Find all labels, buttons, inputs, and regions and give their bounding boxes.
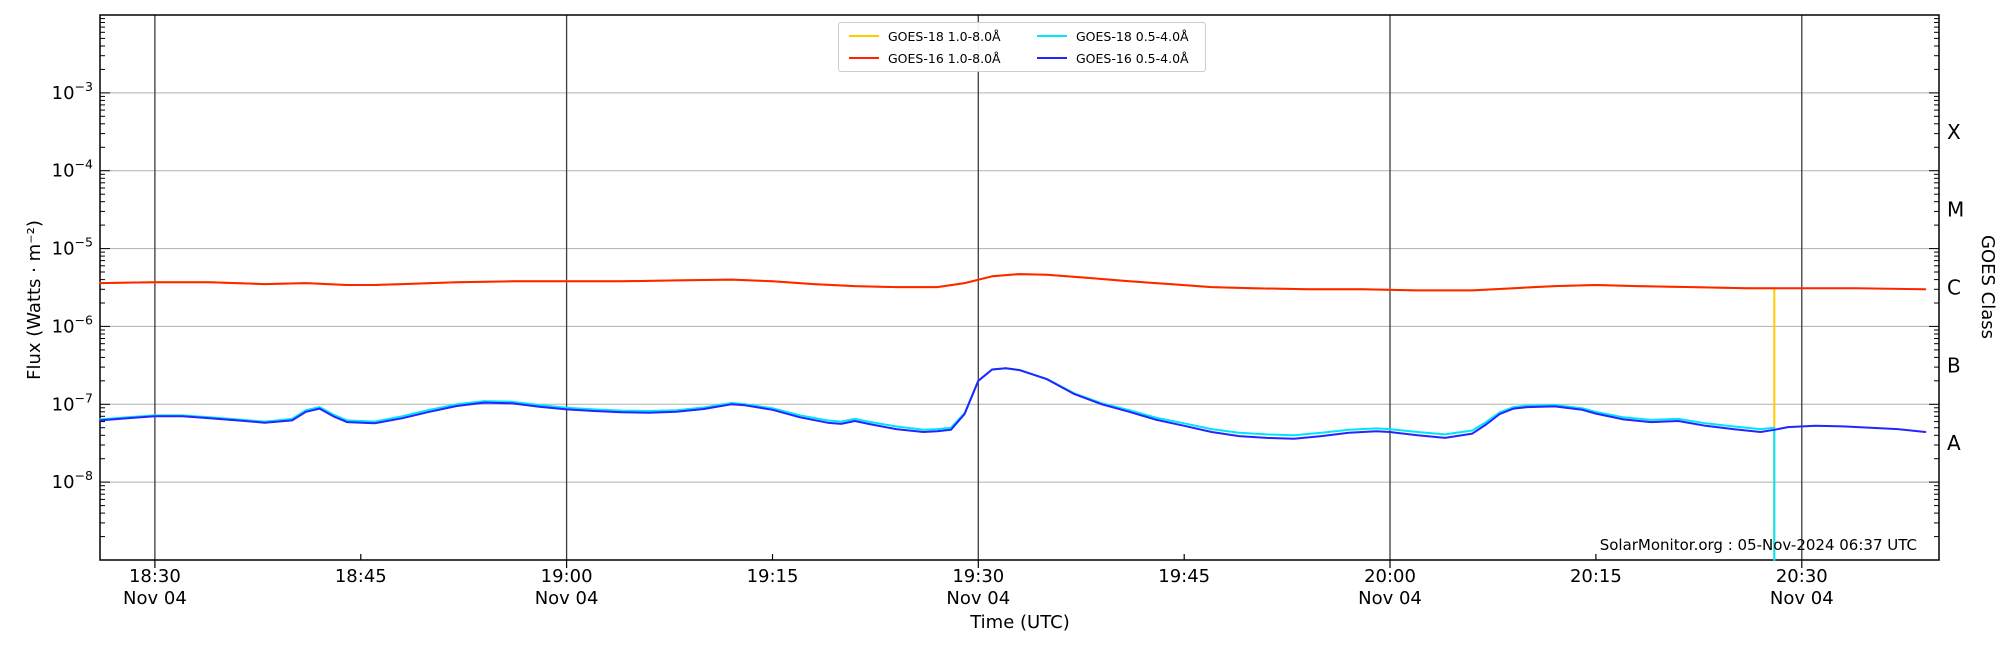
goes-class-label: B	[1947, 353, 1961, 377]
x-tick-label: 19:45	[1158, 566, 1210, 587]
x-tick-label: 20:15	[1570, 566, 1622, 587]
series-line-goes-16-0-5-4-0	[99, 367, 1927, 440]
x-tick-marks	[154, 554, 1803, 568]
goes-class-label: C	[1947, 276, 1961, 300]
x-tick-date-label: Nov 04	[535, 588, 599, 609]
legend-item: GOES-16 1.0-8.0Å	[849, 51, 1007, 66]
x-tick-label: 20:00	[1364, 566, 1416, 587]
legend-label: GOES-18 1.0-8.0Å	[888, 28, 1001, 44]
series-line-goes-18-0-5-4-0	[99, 367, 1776, 561]
goes-class-labels: X M C B A	[1947, 120, 1964, 455]
legend: GOES-18 1.0-8.0Å GOES-16 1.0-8.0Å GOES-18 …	[838, 22, 1206, 72]
x-tick-label: 18:30	[129, 566, 181, 587]
legend-line-swatch	[849, 35, 879, 37]
series-line-goes-18-1-0-8-0	[99, 273, 1776, 561]
legend-line-swatch	[849, 57, 879, 59]
x-tick-label: 19:30	[952, 566, 1004, 587]
x-tick-date-label: Nov 04	[1358, 588, 1422, 609]
right-axis-title: GOES Class	[1977, 235, 1998, 339]
legend-item: GOES-16 0.5-4.0Å	[1037, 51, 1195, 66]
legend-label: GOES-18 0.5-4.0Å	[1076, 28, 1189, 44]
legend-label: GOES-16 1.0-8.0Å	[888, 50, 1001, 66]
x-tick-date-label: Nov 04	[946, 588, 1010, 609]
vertical-gridlines	[154, 15, 1803, 560]
goes-class-label: X	[1947, 120, 1961, 144]
y-tick-label: 10−7	[52, 390, 93, 415]
y-tick-labels: 10−3 10−4 10−5 10−6 10−7 10−8	[52, 79, 93, 493]
x-tick-label: 19:00	[541, 566, 593, 587]
legend-line-swatch	[1037, 57, 1067, 59]
x-tick-label: 19:15	[747, 566, 799, 587]
goes-class-label: M	[1947, 198, 1964, 222]
legend-label: GOES-16 0.5-4.0Å	[1076, 50, 1189, 66]
x-tick-date-label: Nov 04	[123, 588, 187, 609]
x-axis-title: Time (UTC)	[970, 612, 1070, 633]
y-tick-label: 10−4	[52, 157, 93, 182]
y-tick-label: 10−6	[52, 312, 93, 337]
series-line-goes-16-1-0-8-0	[99, 273, 1927, 292]
legend-line-swatch	[1037, 35, 1067, 37]
legend-item: GOES-18 1.0-8.0Å	[849, 29, 1007, 44]
y-tick-label: 10−3	[52, 79, 93, 104]
watermark-text: SolarMonitor.org : 05-Nov-2024 06:37 UTC	[1599, 536, 1917, 554]
x-tick-label: 18:45	[335, 566, 387, 587]
legend-item: GOES-18 0.5-4.0Å	[1037, 29, 1195, 44]
y-tick-label: 10−8	[52, 468, 93, 493]
x-tick-date-label: Nov 04	[1770, 588, 1834, 609]
x-tick-label: 20:30	[1776, 566, 1828, 587]
goes-class-label: A	[1947, 431, 1961, 455]
y-axis-title: Flux (Watts · m⁻²)	[24, 220, 45, 380]
y-tick-label: 10−5	[52, 235, 93, 260]
plot-frame	[99, 14, 1940, 561]
horizontal-gridlines	[100, 92, 1939, 483]
